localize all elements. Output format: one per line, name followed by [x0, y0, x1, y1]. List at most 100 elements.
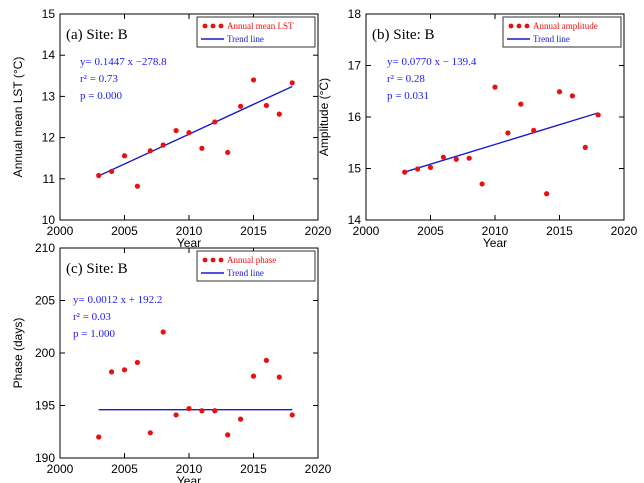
- data-point: [569, 93, 576, 99]
- data-point: [121, 153, 128, 159]
- y-tick-label: 11: [43, 172, 56, 186]
- y-tick-label: 210: [35, 241, 55, 255]
- y-tick-label: 10: [42, 213, 56, 227]
- x-axis-label: Year: [177, 236, 201, 250]
- regression-annotation: p = 0.031: [387, 90, 429, 102]
- data-point: [402, 169, 408, 175]
- legend-box: [502, 16, 622, 48]
- legend-label: Trend line: [227, 268, 264, 278]
- legend: Annual phase Trend line: [196, 250, 316, 282]
- data-point: [109, 369, 115, 375]
- data-point: [147, 430, 153, 436]
- y-tick-label: 190: [35, 451, 55, 465]
- x-tick-label: 2020: [611, 224, 638, 238]
- y-tick-label: 195: [35, 399, 55, 413]
- data-point: [505, 130, 511, 136]
- data-point: [186, 406, 192, 412]
- x-tick-label: 2005: [111, 462, 138, 476]
- legend-marker: [210, 257, 216, 263]
- y-tick-label: 17: [348, 59, 362, 73]
- data-point: [238, 416, 244, 422]
- data-point: [595, 112, 601, 118]
- regression-annotation: y= 0.0770 x − 139.4: [387, 56, 477, 68]
- data-point: [121, 367, 128, 373]
- data-point: [289, 80, 295, 86]
- legend-marker: [508, 23, 514, 29]
- x-axis-label: Year: [483, 236, 507, 250]
- legend-label: Annual phase: [227, 255, 276, 265]
- data-point: [212, 408, 218, 414]
- data-point: [160, 329, 166, 335]
- y-axis-label: Annual mean LST (°C): [11, 57, 25, 178]
- x-tick-label: 2015: [546, 224, 573, 238]
- legend-marker: [202, 23, 208, 29]
- data-point: [427, 164, 434, 171]
- panel-title: (c) Site: B: [66, 261, 128, 277]
- x-tick-label: 2010: [482, 224, 509, 238]
- y-tick-label: 12: [42, 131, 56, 145]
- data-point: [199, 408, 205, 414]
- x-tick-label: 2000: [47, 462, 74, 476]
- x-tick-label: 2000: [353, 224, 380, 238]
- trend-line: [98, 85, 293, 177]
- data-point: [466, 155, 472, 161]
- data-point: [238, 103, 244, 109]
- regression-annotation: r² = 0.03: [73, 311, 111, 323]
- data-point: [250, 77, 257, 83]
- regression-annotation: r² = 0.73: [80, 73, 118, 85]
- y-tick-label: 14: [42, 48, 56, 62]
- legend-label: Trend line: [227, 34, 264, 44]
- data-point: [263, 357, 269, 363]
- x-tick-label: 2005: [111, 224, 138, 238]
- x-tick-label: 2005: [417, 224, 444, 238]
- regression-annotation: p = 1.000: [73, 328, 115, 340]
- y-axis-label: Amplitude (°C): [317, 78, 331, 156]
- legend-marker: [210, 23, 216, 29]
- y-tick-label: 14: [348, 213, 362, 227]
- data-point: [96, 172, 102, 179]
- data-point: [173, 412, 179, 418]
- data-point: [453, 156, 459, 162]
- data-point: [544, 191, 550, 197]
- legend: Annual amplitude Trend line: [502, 16, 622, 48]
- legend-marker: [218, 23, 224, 29]
- legend-marker: [524, 23, 530, 29]
- y-axis-label: Phase (days): [11, 318, 25, 389]
- data-point: [263, 102, 269, 109]
- chart-panel-1: 2000 2005 2010 2015 2020 10 11 12 13 14 15 Year Annu…: [11, 7, 332, 250]
- data-point: [250, 373, 257, 379]
- data-point: [147, 148, 153, 154]
- data-point: [440, 154, 446, 160]
- data-point: [289, 412, 295, 418]
- data-point: [186, 130, 192, 136]
- data-point: [225, 432, 231, 438]
- legend-label: Annual amplitude: [533, 21, 598, 31]
- legend-label: Annual mean LST: [227, 21, 294, 31]
- x-tick-label: 2020: [305, 462, 332, 476]
- data-point: [199, 145, 205, 151]
- y-tick-label: 15: [42, 7, 56, 21]
- data-point: [109, 168, 115, 174]
- data-point: [212, 119, 218, 125]
- data-point: [556, 89, 563, 95]
- chart-panel-3: 2000 2005 2010 2015 2020 190 195 200 205 210 Year P…: [11, 241, 332, 483]
- regression-annotation: y= 0.1447 x −278.8: [80, 56, 167, 68]
- x-tick-label: 2000: [47, 224, 74, 238]
- x-axis-label: Year: [177, 474, 201, 483]
- x-tick-label: 2010: [176, 462, 203, 476]
- data-point: [518, 101, 524, 107]
- data-point: [276, 374, 282, 380]
- legend-label: Trend line: [533, 34, 570, 44]
- data-point: [96, 434, 102, 440]
- data-point: [225, 149, 231, 156]
- data-point: [479, 181, 485, 187]
- legend-box: [196, 250, 316, 282]
- legend-marker: [218, 257, 224, 263]
- data-point: [415, 166, 421, 172]
- x-tick-label: 2015: [240, 224, 267, 238]
- y-tick-label: 18: [348, 7, 362, 21]
- legend-marker: [202, 257, 208, 263]
- y-tick-label: 15: [348, 162, 362, 176]
- y-tick-label: 13: [42, 89, 56, 103]
